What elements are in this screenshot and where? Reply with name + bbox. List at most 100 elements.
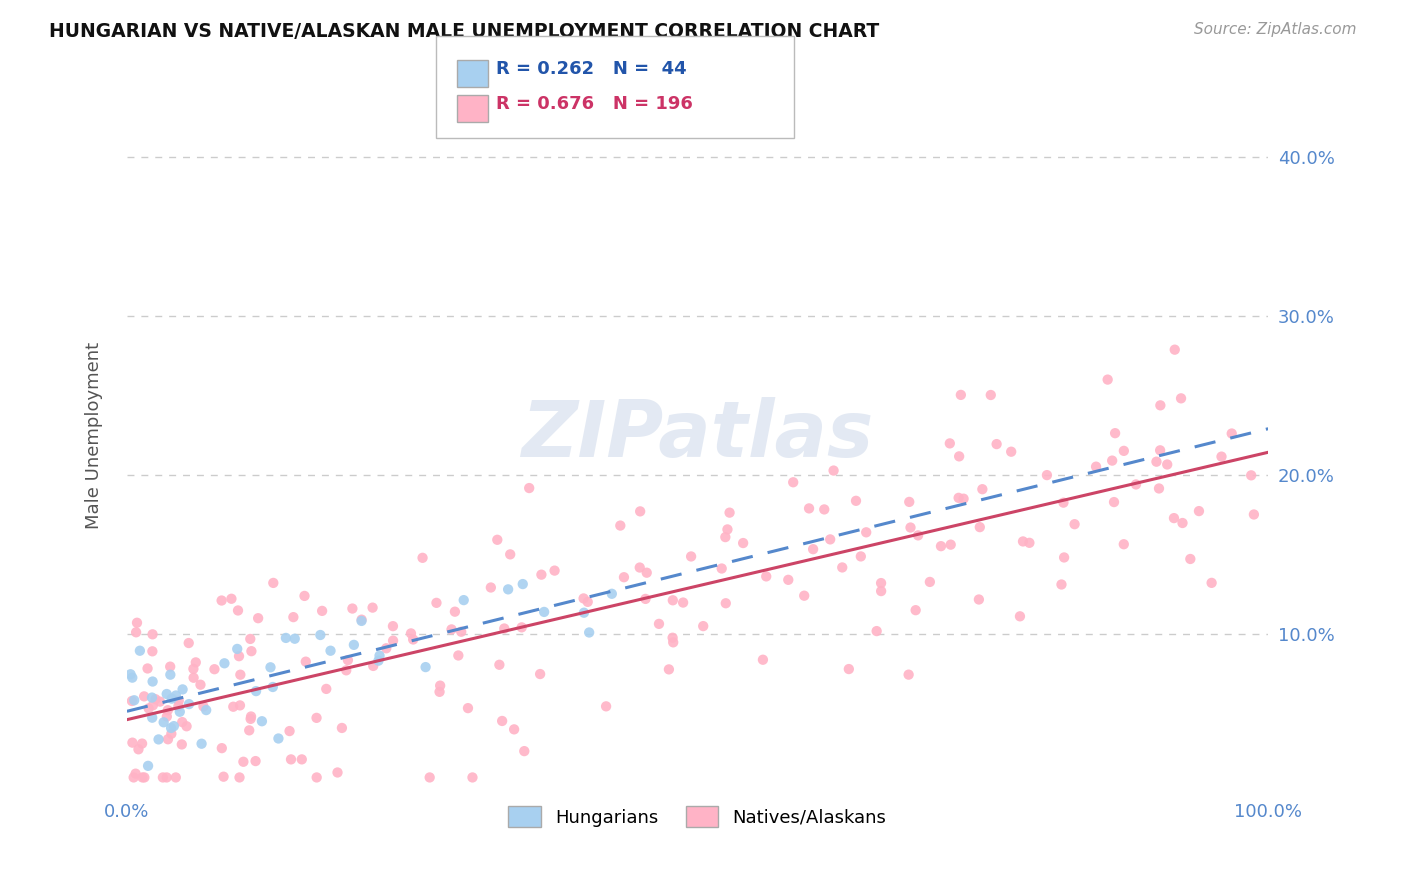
Point bbox=[543, 564, 565, 578]
Point bbox=[609, 518, 631, 533]
Point bbox=[517, 481, 540, 495]
Point bbox=[336, 653, 359, 667]
Point bbox=[278, 724, 301, 739]
Point bbox=[450, 624, 472, 639]
Point bbox=[145, 692, 167, 706]
Point bbox=[845, 493, 868, 508]
Point bbox=[343, 638, 366, 652]
Point bbox=[176, 719, 198, 733]
Point bbox=[1000, 444, 1022, 458]
Point bbox=[1053, 550, 1076, 565]
Point bbox=[444, 605, 467, 619]
Point bbox=[855, 525, 877, 540]
Point bbox=[159, 667, 181, 681]
Point bbox=[160, 721, 183, 735]
Point bbox=[122, 771, 145, 785]
Point bbox=[361, 659, 384, 673]
Point bbox=[190, 737, 212, 751]
Point bbox=[291, 752, 314, 766]
Text: ZIPatlas: ZIPatlas bbox=[522, 398, 873, 474]
Point bbox=[350, 613, 373, 627]
Point bbox=[156, 709, 179, 723]
Point bbox=[716, 523, 738, 537]
Point bbox=[681, 549, 703, 564]
Point bbox=[440, 623, 463, 637]
Point bbox=[755, 569, 778, 583]
Point bbox=[204, 662, 226, 676]
Point bbox=[486, 533, 509, 547]
Point bbox=[967, 592, 990, 607]
Point bbox=[1164, 343, 1187, 357]
Point bbox=[184, 656, 207, 670]
Point bbox=[121, 736, 143, 750]
Point bbox=[710, 561, 733, 575]
Point bbox=[326, 765, 349, 780]
Point bbox=[897, 667, 920, 681]
Point bbox=[929, 539, 952, 553]
Point bbox=[838, 662, 860, 676]
Point bbox=[948, 491, 970, 505]
Point bbox=[399, 626, 422, 640]
Point bbox=[572, 591, 595, 606]
Point bbox=[939, 538, 962, 552]
Point bbox=[849, 549, 872, 564]
Point bbox=[1018, 536, 1040, 550]
Point bbox=[823, 464, 845, 478]
Point bbox=[305, 771, 328, 785]
Text: Source: ZipAtlas.com: Source: ZipAtlas.com bbox=[1194, 22, 1357, 37]
Point bbox=[1097, 373, 1119, 387]
Point bbox=[778, 573, 800, 587]
Y-axis label: Male Unemployment: Male Unemployment bbox=[86, 342, 103, 529]
Point bbox=[412, 550, 434, 565]
Point bbox=[461, 771, 484, 785]
Point bbox=[156, 732, 179, 747]
Point bbox=[986, 437, 1008, 451]
Point bbox=[311, 604, 333, 618]
Text: R = 0.676   N = 196: R = 0.676 N = 196 bbox=[496, 95, 693, 113]
Point bbox=[229, 667, 252, 681]
Point bbox=[240, 709, 263, 723]
Point bbox=[238, 723, 260, 738]
Point bbox=[159, 659, 181, 673]
Point bbox=[165, 689, 187, 703]
Point bbox=[136, 759, 159, 773]
Point bbox=[142, 698, 165, 713]
Point bbox=[907, 528, 929, 542]
Point bbox=[1243, 508, 1265, 522]
Point bbox=[499, 547, 522, 561]
Point bbox=[350, 614, 373, 628]
Point bbox=[136, 661, 159, 675]
Text: HUNGARIAN VS NATIVE/ALASKAN MALE UNEMPLOYMENT CORRELATION CHART: HUNGARIAN VS NATIVE/ALASKAN MALE UNEMPLO… bbox=[49, 22, 880, 41]
Point bbox=[1240, 468, 1263, 483]
Point bbox=[831, 560, 853, 574]
Point bbox=[1156, 458, 1178, 472]
Point bbox=[239, 712, 262, 726]
Point bbox=[141, 690, 163, 705]
Point bbox=[658, 662, 681, 676]
Point bbox=[1220, 426, 1243, 441]
Point bbox=[918, 574, 941, 589]
Point bbox=[245, 754, 267, 768]
Point bbox=[125, 625, 148, 640]
Point bbox=[870, 584, 893, 599]
Point bbox=[447, 648, 470, 663]
Point bbox=[572, 606, 595, 620]
Point bbox=[156, 703, 179, 717]
Legend: Hungarians, Natives/Alaskans: Hungarians, Natives/Alaskans bbox=[502, 799, 894, 834]
Point bbox=[160, 691, 183, 706]
Point bbox=[661, 631, 683, 645]
Point bbox=[381, 619, 404, 633]
Point bbox=[177, 636, 200, 650]
Point bbox=[503, 723, 526, 737]
Point bbox=[513, 744, 536, 758]
Point bbox=[156, 771, 179, 785]
Point bbox=[267, 731, 290, 746]
Point bbox=[239, 632, 262, 646]
Point bbox=[1146, 455, 1168, 469]
Point bbox=[280, 752, 302, 766]
Point bbox=[142, 627, 165, 641]
Point bbox=[672, 596, 695, 610]
Point bbox=[488, 657, 510, 672]
Point bbox=[494, 622, 516, 636]
Point bbox=[628, 504, 651, 518]
